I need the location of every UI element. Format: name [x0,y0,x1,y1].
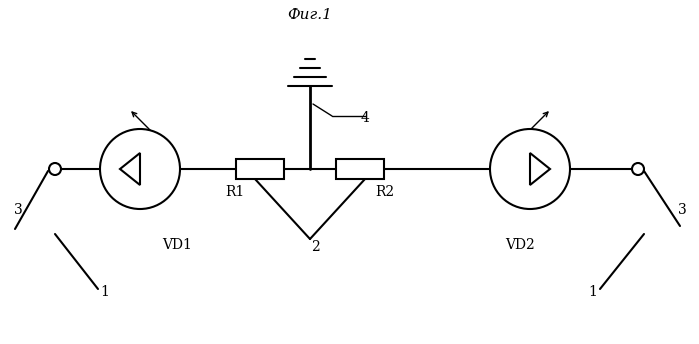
Text: VD1: VD1 [162,238,192,252]
Circle shape [49,163,61,175]
Text: 1: 1 [101,285,110,299]
Circle shape [632,163,644,175]
Text: Фиг.1: Фиг.1 [287,8,333,22]
Text: 3: 3 [13,203,22,217]
Circle shape [100,129,180,209]
Text: 4: 4 [361,111,370,125]
Text: VD2: VD2 [505,238,535,252]
Text: 1: 1 [589,285,598,299]
Text: R2: R2 [375,185,394,199]
Text: R1: R1 [225,185,245,199]
Bar [336,159,384,179]
Circle shape [490,129,570,209]
Text: 3: 3 [677,203,686,217]
Bar [236,159,284,179]
Text: 2: 2 [310,240,319,254]
